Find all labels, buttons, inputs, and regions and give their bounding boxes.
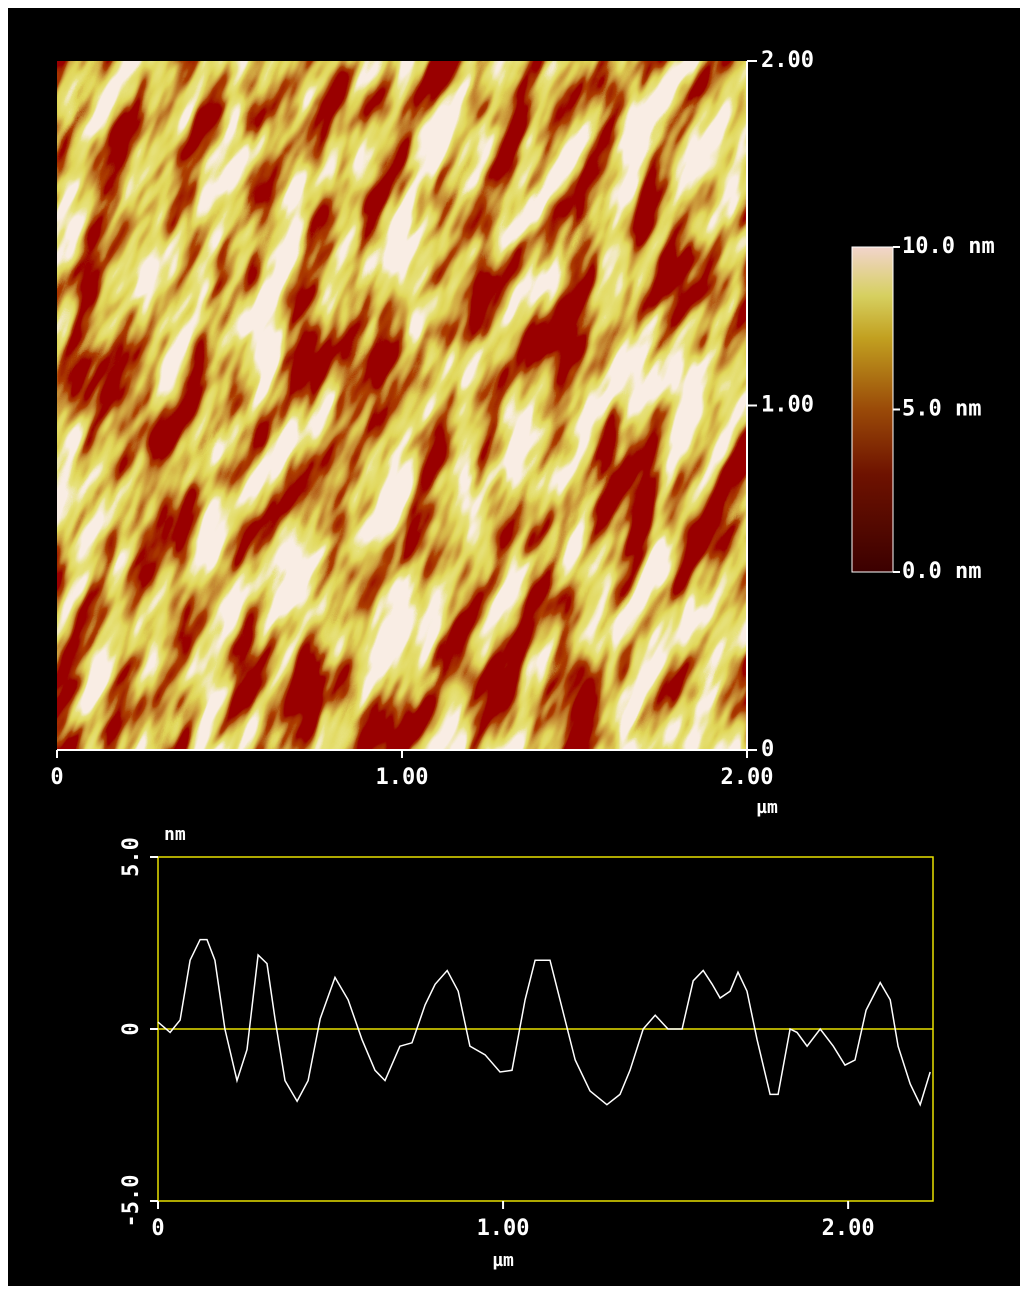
y-axis-label: nm bbox=[164, 824, 186, 845]
x-tick-label: 2.00 bbox=[822, 1216, 875, 1241]
y-tick-label: 2.00 bbox=[761, 48, 814, 73]
colorbar-tick-label: 10.0 nm bbox=[902, 234, 995, 259]
y-tick-label: 1.00 bbox=[761, 393, 814, 418]
x-tick-label: 2.00 bbox=[721, 765, 774, 790]
colorbar-tick-label: 5.0 nm bbox=[902, 397, 981, 422]
x-tick-label: 1.00 bbox=[477, 1216, 530, 1241]
y-tick-label: 0 bbox=[761, 737, 774, 762]
x-axis-label: µm bbox=[492, 1250, 514, 1271]
x-tick-label: 0 bbox=[50, 765, 63, 790]
x-axis-label: µm bbox=[756, 797, 778, 818]
page: {"chart_data": [ {"type": "heatmap", "xl… bbox=[0, 0, 1028, 1294]
y-tick-label: 0 bbox=[119, 1022, 144, 1035]
y-tick-label: -5.0 bbox=[119, 1175, 144, 1228]
y-tick-label: 5.0 bbox=[119, 837, 144, 877]
colorbar-tick-label: 0.0 nm bbox=[902, 559, 981, 584]
x-tick-label: 1.00 bbox=[376, 765, 429, 790]
x-tick-label: 0 bbox=[151, 1216, 164, 1241]
colorbar bbox=[852, 247, 893, 572]
figure: 0 1.00 2.00 µm 0 1.00 2.00 0.0 nm 5.0 nm 10.0 nm -… bbox=[0, 0, 1028, 1294]
